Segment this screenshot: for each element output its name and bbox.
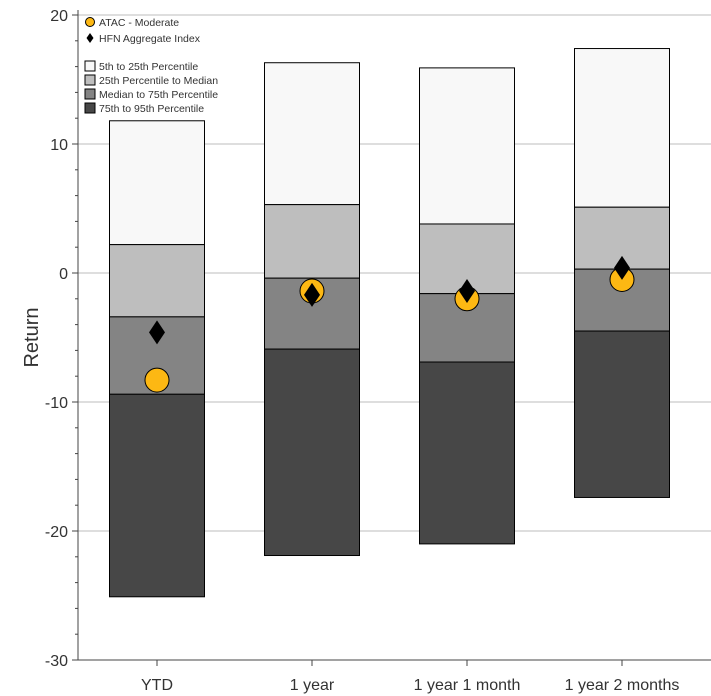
- legend-swatch-75th-to-95th-percentile: [84, 102, 96, 114]
- bar-1-year-2-months-5th-to-25th-percentile: [574, 48, 670, 208]
- x-tick-label: YTD: [141, 677, 173, 694]
- legend-label-atac-moderate: ATAC - Moderate: [99, 17, 179, 29]
- legend-label-75th-to-95th-percentile: 75th to 95th Percentile: [99, 103, 204, 115]
- bar-1-year-25th-percentile-to-median: [264, 204, 360, 279]
- y-tick-label: -10: [45, 395, 68, 412]
- legend-label-hfn-aggregate-index: HFN Aggregate Index: [99, 33, 201, 45]
- legend-label-median-to-75th-percentile: Median to 75th Percentile: [99, 89, 218, 101]
- x-tick-label: 1 year: [290, 677, 335, 694]
- marker-hfn-aggregate-index-1-year-1-month: [459, 279, 475, 304]
- bar-1-year-1-month-5th-to-25th-percentile: [419, 67, 515, 225]
- legend-swatch-hfn-aggregate-index: [86, 33, 94, 43]
- bar-1-year-1-month-75th-to-95th-percentile: [419, 361, 515, 545]
- legend-label-25th-percentile-to-median: 25th Percentile to Median: [99, 75, 218, 87]
- legend-swatch-median-to-75th-percentile: [84, 88, 96, 100]
- marker-hfn-aggregate-index-1-year-2-months: [614, 255, 630, 280]
- y-tick-label: 0: [59, 266, 68, 283]
- bar-1-year-5th-to-25th-percentile: [264, 62, 360, 206]
- data-markers: [144, 255, 635, 393]
- marker-atac-moderate-ytd: [144, 367, 170, 393]
- bar-ytd-25th-percentile-to-median: [109, 244, 205, 318]
- legend: ATAC - Moderate HFN Aggregate Index 5th to…: [84, 17, 218, 115]
- axes: -30 -20 -10 0 10 20 YTD 1 year 1 year 1 month 1 y…: [21, 8, 711, 694]
- legend-swatch-5th-to-25th-percentile: [84, 60, 96, 72]
- percentile-bars: [109, 48, 670, 598]
- legend-swatch-25th-percentile-to-median: [84, 74, 96, 86]
- y-tick-label: 10: [50, 137, 68, 154]
- legend-label-5th-to-25th-percentile: 5th to 25th Percentile: [99, 61, 198, 73]
- bar-1-year-75th-to-95th-percentile: [264, 348, 360, 557]
- y-axis-title: Return: [21, 307, 43, 367]
- bar-ytd-5th-to-25th-percentile: [109, 120, 205, 246]
- y-tick-label: -20: [45, 524, 68, 541]
- legend-swatch-atac-moderate: [85, 17, 95, 27]
- bar-ytd-75th-to-95th-percentile: [109, 393, 205, 598]
- y-tick-label: 20: [50, 8, 68, 25]
- marker-hfn-aggregate-index-ytd: [149, 320, 165, 345]
- marker-hfn-aggregate-index-1-year: [304, 282, 320, 307]
- x-tick-label: 1 year 1 month: [414, 677, 521, 694]
- bar-1-year-2-months-75th-to-95th-percentile: [574, 330, 670, 498]
- x-tick-label: 1 year 2 months: [565, 677, 680, 694]
- y-tick-label: -30: [45, 653, 68, 670]
